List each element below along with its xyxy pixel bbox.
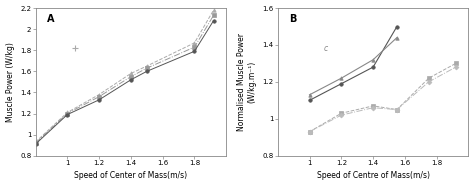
Y-axis label: Muscle Power (W/kg): Muscle Power (W/kg) [6,42,15,122]
X-axis label: Speed of Center of Mass(m/s): Speed of Center of Mass(m/s) [74,171,187,180]
Y-axis label: Normalised Muscle Power
(W/kg.m⁻¹): Normalised Muscle Power (W/kg.m⁻¹) [237,33,257,131]
Text: A: A [47,14,55,24]
Text: B: B [289,14,297,24]
Text: c: c [323,44,328,53]
X-axis label: Speed of Centre of Mass(m/s): Speed of Centre of Mass(m/s) [317,171,429,180]
